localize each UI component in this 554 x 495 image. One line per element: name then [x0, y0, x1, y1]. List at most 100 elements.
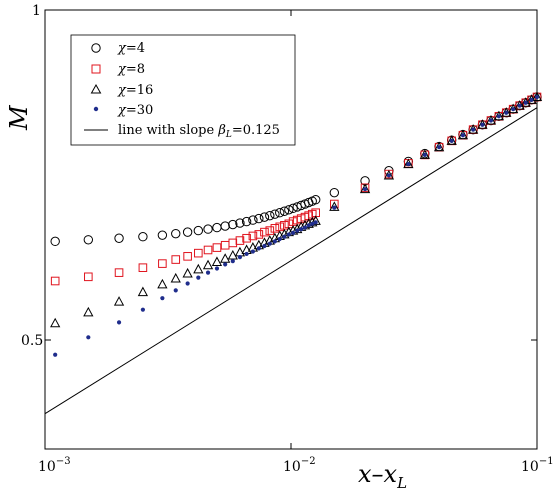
legend-label-chi30: χ=30	[117, 103, 153, 118]
data-point-chi8-8	[203, 245, 213, 255]
data-point-chi16-39	[485, 114, 497, 125]
data-point-chi30-8	[205, 270, 211, 275]
data-point-chi8-12	[235, 236, 245, 245]
data-point-chi8-6	[183, 252, 192, 261]
data-point-chi4-16	[259, 212, 270, 222]
data-point-chi8-5	[171, 255, 181, 264]
data-point-chi8-16	[260, 227, 269, 237]
data-point-chi16-30	[359, 183, 371, 194]
data-point-chi8-3	[138, 263, 148, 272]
series-chi30	[53, 94, 540, 357]
data-point-chi4-18	[270, 209, 280, 219]
data-point-chi8-7	[194, 248, 203, 258]
x-tick-label-1e-2: 10−2	[283, 456, 316, 475]
data-point-chi4-2	[114, 233, 124, 243]
data-point-chi30-30	[362, 187, 368, 192]
data-point-chi4-19	[275, 208, 285, 218]
data-point-chi16-35	[446, 135, 457, 145]
x-tick-label-1e-3: 10−3	[38, 456, 71, 475]
data-point-chi30-43	[517, 103, 522, 108]
data-point-chi30-41	[504, 110, 509, 115]
data-point-chi16-32	[403, 158, 414, 169]
data-point-chi30-5	[173, 288, 178, 293]
data-point-chi30-0	[53, 352, 58, 357]
data-point-chi30-25	[302, 225, 308, 230]
data-point-chi16-29	[329, 201, 340, 211]
data-point-chi16-9	[211, 256, 223, 266]
data-point-chi4-15	[254, 213, 264, 224]
data-point-chi16-41	[501, 107, 512, 117]
data-point-chi4-1	[83, 235, 94, 245]
data-point-chi30-35	[449, 138, 454, 143]
reference-line-layer	[44, 107, 538, 415]
data-point-chi8-13	[242, 233, 251, 243]
data-point-chi30-13	[244, 251, 249, 257]
data-point-chi16-33	[419, 149, 430, 159]
data-point-chi16-4	[157, 278, 168, 289]
reference-slope-line	[44, 107, 538, 415]
data-point-chi30-17	[267, 241, 272, 246]
data-point-chi30-16	[262, 243, 267, 249]
y-tick-label-1: 1	[32, 3, 41, 19]
data-point-chi30-11	[230, 259, 235, 264]
data-point-chi16-2	[113, 296, 125, 306]
data-point-chi8-17	[265, 226, 275, 235]
data-point-chi4-6	[182, 227, 193, 237]
data-point-chi30-46	[534, 94, 540, 100]
data-point-chi30-31	[386, 173, 391, 178]
data-point-chi30-40	[496, 114, 501, 119]
data-point-chi4-10	[220, 221, 230, 231]
data-point-chi4-3	[138, 232, 148, 242]
data-point-chi4-22	[288, 203, 298, 214]
data-point-chi4-14	[248, 215, 258, 225]
data-point-chi30-9	[214, 266, 220, 271]
y-ticks	[45, 9, 537, 341]
data-point-chi30-21	[286, 232, 291, 237]
legend-label-chi8: χ=8	[117, 62, 145, 77]
data-point-chi8-9	[212, 243, 222, 252]
data-point-chi16-34	[433, 141, 445, 152]
data-point-chi8-11	[228, 238, 238, 248]
data-point-chi16-1	[83, 306, 94, 317]
legend: χ=4 χ=8 χ=16 χ=30 line with slope βL=0.1…	[70, 34, 296, 146]
data-point-chi4-29	[329, 187, 340, 198]
data-point-chi8-14	[248, 231, 258, 241]
data-point-chi30-20	[282, 234, 287, 239]
y-axis-label: M	[5, 104, 33, 131]
data-point-chi30-6	[185, 281, 190, 286]
data-point-chi30-26	[306, 223, 311, 228]
data-point-chi8-4	[158, 259, 167, 268]
data-point-chi8-15	[254, 230, 264, 239]
data-point-chi30-19	[277, 236, 282, 242]
legend-label-chi16: χ=16	[117, 83, 153, 98]
data-point-chi30-44	[523, 100, 528, 105]
legend-box	[70, 34, 296, 146]
legend-marker-chi8	[91, 64, 101, 74]
data-point-chi30-42	[511, 107, 516, 112]
legend-label-line: line with slope βL=0.125	[118, 123, 280, 140]
data-point-chi16-8	[202, 259, 214, 270]
data-point-chi30-1	[86, 335, 91, 340]
data-point-chi30-23	[295, 228, 300, 233]
legend-marker-chi4	[91, 43, 101, 53]
data-point-chi16-7	[193, 263, 204, 274]
data-point-chi4-0	[50, 236, 60, 247]
data-point-chi30-39	[488, 118, 494, 123]
data-point-chi16-6	[182, 267, 193, 278]
data-point-chi4-21	[284, 205, 294, 215]
data-point-chi30-45	[529, 97, 534, 102]
data-point-chi16-10	[220, 253, 231, 263]
data-point-chi4-17	[265, 210, 275, 221]
data-point-chi8-10	[220, 240, 230, 250]
data-point-chi30-12	[237, 255, 243, 260]
data-point-chi30-34	[437, 145, 442, 150]
data-point-chi8-2	[114, 268, 124, 277]
data-point-chi4-4	[157, 230, 168, 240]
data-point-chi30-36	[460, 133, 466, 138]
data-point-chi4-11	[228, 219, 238, 230]
data-point-chi30-3	[140, 307, 145, 312]
data-point-chi30-28	[313, 220, 318, 225]
data-point-chi30-38	[480, 122, 485, 127]
y-tick-label-0.5: 0.5	[21, 333, 43, 349]
data-point-chi30-37	[471, 127, 476, 132]
